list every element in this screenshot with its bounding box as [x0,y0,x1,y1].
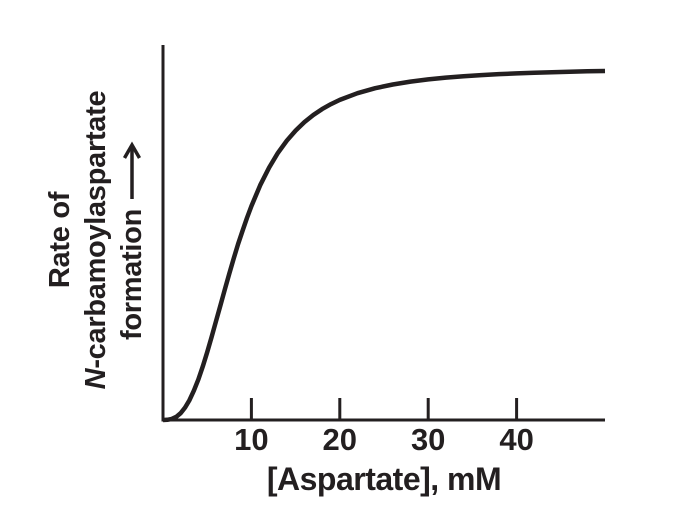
y-axis-label: Rate of N-carbamoylaspartate formation [42,40,150,440]
y-axis-label-line3: formation [114,40,150,440]
y-axis-label-line2-rest: -carbamoylaspartate [80,90,112,369]
y-axis-label-formation: formation [116,209,148,341]
rate-curve [162,68,606,423]
x-tick-label-10: 10 [234,422,269,457]
x-tick-label-30: 30 [410,422,446,457]
x-tick-label-40: 40 [499,422,534,457]
y-axis-label-italic-n: N [80,368,112,390]
x-axis-title: [Aspartate], mM [266,461,502,497]
y-axis-label-line2: N-carbamoylaspartate [78,40,114,440]
axes-lines [161,45,605,422]
increase-arrow-icon [122,141,142,199]
x-tick-marks [249,398,519,420]
x-tick-label-20: 20 [322,422,358,457]
y-axis-label-line1: Rate of [44,191,76,289]
